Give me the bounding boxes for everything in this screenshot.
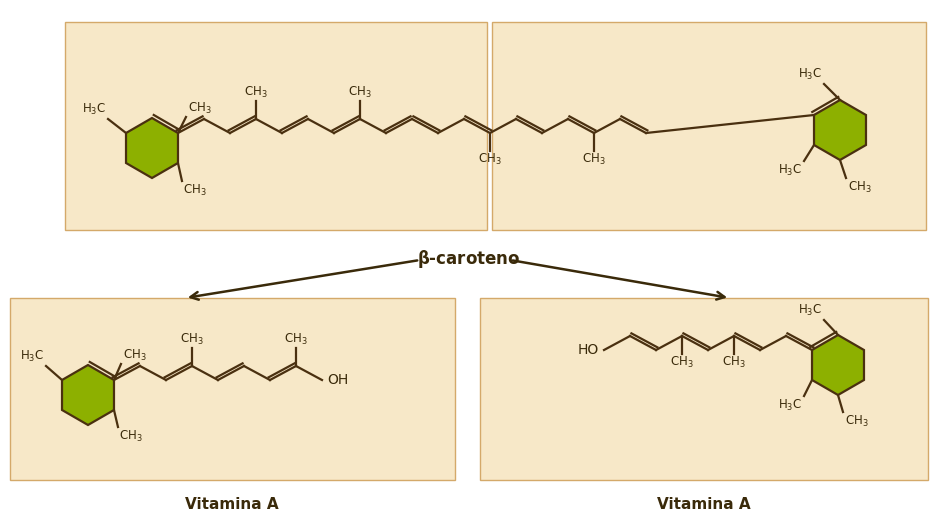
Text: CH$_3$: CH$_3$ — [478, 152, 502, 167]
Text: CH$_3$: CH$_3$ — [845, 414, 869, 429]
Polygon shape — [126, 118, 178, 178]
Text: CH$_3$: CH$_3$ — [188, 101, 212, 116]
Text: HO: HO — [578, 343, 599, 357]
Text: OH: OH — [327, 373, 348, 387]
Text: H$_3$C: H$_3$C — [778, 163, 802, 178]
Text: H$_3$C: H$_3$C — [20, 349, 44, 364]
Text: Vitamina A: Vitamina A — [185, 497, 279, 512]
Text: CH$_3$: CH$_3$ — [180, 332, 204, 347]
Polygon shape — [62, 365, 114, 425]
FancyBboxPatch shape — [492, 22, 926, 230]
FancyBboxPatch shape — [480, 298, 928, 480]
Text: H$_3$C: H$_3$C — [82, 102, 106, 117]
Polygon shape — [814, 100, 866, 160]
Text: CH$_3$: CH$_3$ — [244, 85, 268, 100]
Text: CH$_3$: CH$_3$ — [848, 180, 871, 195]
Text: CH$_3$: CH$_3$ — [348, 85, 371, 100]
Text: CH$_3$: CH$_3$ — [284, 332, 308, 347]
FancyBboxPatch shape — [10, 298, 455, 480]
Text: Vitamina A: Vitamina A — [658, 497, 750, 512]
FancyBboxPatch shape — [65, 22, 487, 230]
Text: CH$_3$: CH$_3$ — [183, 183, 206, 198]
Text: CH$_3$: CH$_3$ — [119, 429, 143, 444]
Text: CH$_3$: CH$_3$ — [582, 152, 606, 167]
Text: H$_3$C: H$_3$C — [798, 67, 822, 82]
Text: H$_3$C: H$_3$C — [798, 303, 822, 318]
Polygon shape — [812, 335, 864, 395]
Text: CH$_3$: CH$_3$ — [722, 355, 746, 370]
Text: CH$_3$: CH$_3$ — [123, 348, 146, 363]
Text: H$_3$C: H$_3$C — [778, 398, 802, 413]
Text: $\mathbf{\beta}$-caroteno: $\mathbf{\beta}$-caroteno — [417, 248, 521, 270]
Text: CH$_3$: CH$_3$ — [670, 355, 694, 370]
